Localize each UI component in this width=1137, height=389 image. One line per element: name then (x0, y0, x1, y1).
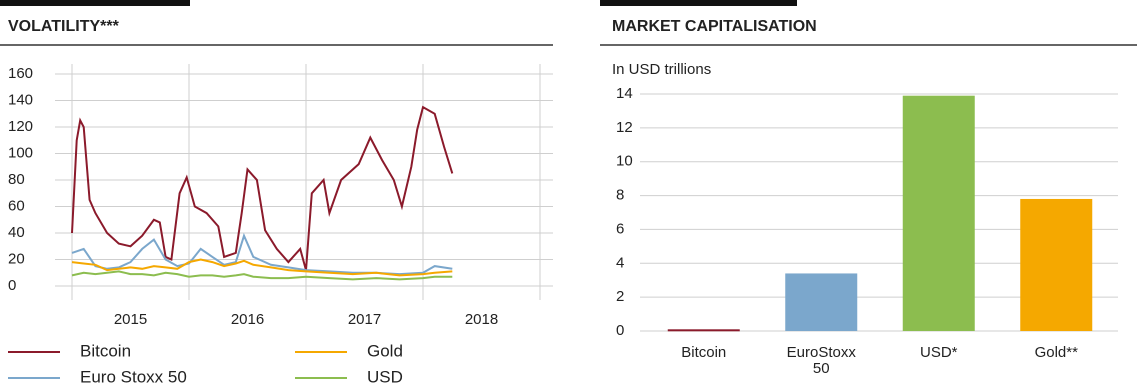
y-tick-label: 0 (616, 322, 624, 339)
y-tick-label: 80 (8, 171, 25, 188)
y-tick-label: 60 (8, 197, 25, 214)
y-tick-label: 6 (616, 220, 624, 237)
y-tick-label: 140 (8, 91, 33, 108)
legend-label: Gold (367, 341, 403, 360)
y-tick-label: 4 (616, 254, 624, 271)
chart-title: VOLATILITY*** (8, 18, 120, 35)
y-tick-label: 40 (8, 224, 25, 241)
legend-label: Euro Stoxx 50 (80, 367, 187, 386)
x-tick-label-box: EuroStoxx 50 (786, 345, 856, 377)
y-tick-label: 160 (8, 65, 33, 82)
x-tick-label-box: USD* (919, 345, 958, 361)
x-tick-label: 2016 (231, 311, 264, 328)
chart-subtitle: In USD trillions (612, 61, 711, 78)
y-tick-label: 120 (8, 118, 33, 135)
bar (667, 329, 740, 332)
y-tick-label: 100 (8, 144, 33, 161)
y-tick-label: 0 (8, 277, 16, 294)
y-tick-label: 20 (8, 250, 25, 267)
line-series (71, 258, 453, 277)
bar (785, 273, 858, 331)
y-tick-label: 12 (616, 119, 633, 136)
y-tick-label: 14 (616, 85, 633, 102)
bar (902, 95, 975, 331)
line-series (71, 105, 454, 271)
x-tick-label: Gold** (1034, 345, 1078, 361)
x-tick-label: EuroStoxx 50 (786, 345, 856, 377)
y-tick-label: 8 (616, 187, 624, 204)
legend-label: USD (367, 367, 403, 386)
x-tick-label: 2018 (465, 311, 498, 328)
y-tick-label: 2 (616, 288, 624, 305)
x-tick-label: USD* (919, 345, 958, 361)
x-tick-label-box: Bitcoin (681, 345, 727, 361)
bar (1020, 198, 1093, 331)
x-tick-label: Bitcoin (681, 345, 727, 361)
header-bar (600, 0, 797, 6)
legend-label: Bitcoin (80, 341, 131, 360)
line-series (71, 270, 453, 281)
x-tick-label: 2017 (348, 311, 381, 328)
y-tick-label: 10 (616, 153, 633, 170)
header-bar (0, 0, 190, 6)
x-tick-label: 2015 (114, 311, 147, 328)
chart-title: MARKET CAPITALISATION (612, 18, 817, 35)
x-tick-label-box: Gold** (1034, 345, 1078, 361)
